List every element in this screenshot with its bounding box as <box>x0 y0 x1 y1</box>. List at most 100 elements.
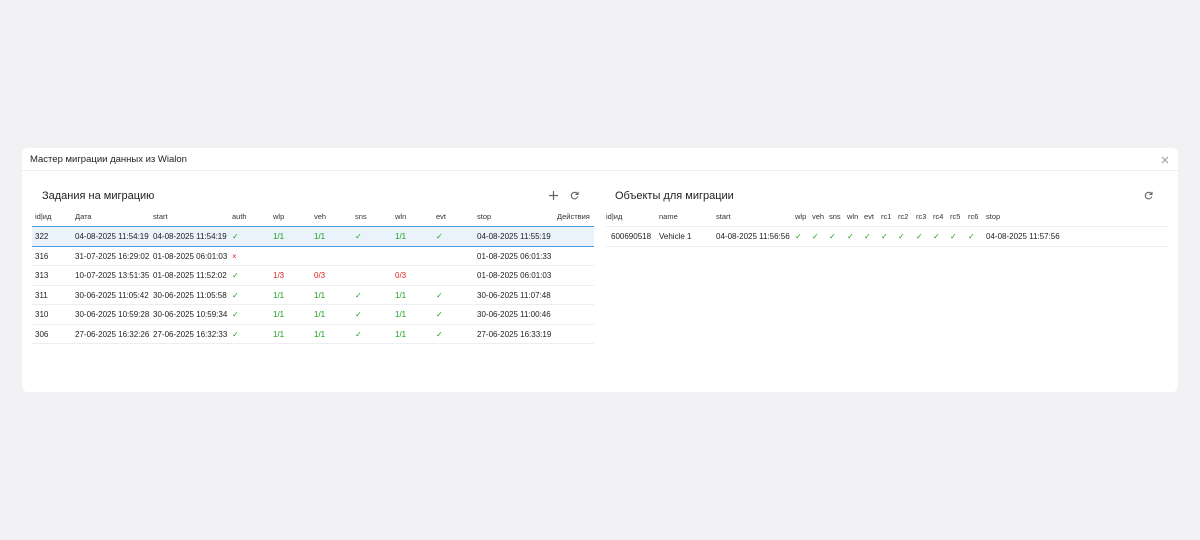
column-header: wln <box>847 212 859 221</box>
status-cell: 1/1 <box>273 232 285 241</box>
status-cell: ✓ <box>829 232 836 241</box>
row-line <box>32 265 594 266</box>
status-cell: 1/1 <box>273 329 285 339</box>
column-header: rc4 <box>933 212 944 221</box>
column-header: Дата <box>75 212 92 221</box>
cell: 10-07-2025 13:51:35 <box>75 271 150 280</box>
status-cell: ✓ <box>232 310 239 319</box>
status-cell: 0/3 <box>314 271 326 280</box>
status-cell: ✓ <box>812 232 819 241</box>
row-line <box>32 343 594 344</box>
column-header: rc3 <box>916 212 927 221</box>
cell: Vehicle 1 <box>659 232 692 241</box>
column-header: id|ид <box>35 212 52 221</box>
cell: 04-08-2025 11:54:19 <box>153 232 227 241</box>
status-cell: 1/1 <box>273 310 285 319</box>
status-cell: ✓ <box>232 271 239 280</box>
column-header: rc2 <box>898 212 909 221</box>
row-line <box>32 323 594 325</box>
cell: 316 <box>35 251 49 261</box>
status-cell: 1/1 <box>314 290 326 300</box>
status-cell: ✓ <box>436 329 443 339</box>
status-cell: ✓ <box>436 232 443 241</box>
column-header: veh <box>812 212 825 221</box>
status-cell: ✓ <box>968 232 975 241</box>
status-cell: ✓ <box>950 232 957 241</box>
tasks-title: Задания на миграцию <box>42 190 155 202</box>
status-cell: ✓ <box>355 232 362 241</box>
objects-title: Объекты для миграции <box>615 190 734 202</box>
status-cell: 1/1 <box>314 329 326 339</box>
refresh-button[interactable] <box>570 191 579 200</box>
column-header: sns <box>355 212 367 221</box>
dialog-title: Мастер миграции данных из Wialon <box>30 154 187 165</box>
cell: 30-06-2025 10:59:34 <box>153 310 228 319</box>
cell: 600690518 <box>611 232 652 241</box>
status-cell: × <box>232 251 237 261</box>
cell: 01-08-2025 06:01:03 <box>477 271 552 280</box>
column-header: id|ид <box>606 212 623 221</box>
cell: 30-06-2025 11:05:42 <box>75 290 149 300</box>
add-button[interactable] <box>549 191 558 200</box>
column-header: stop <box>986 212 1001 221</box>
row-line <box>32 284 594 286</box>
cell: 311 <box>35 290 48 300</box>
status-cell: 1/1 <box>314 310 326 319</box>
cell: 310 <box>35 310 49 319</box>
status-cell: ✓ <box>355 329 362 339</box>
status-cell: ✓ <box>933 232 940 241</box>
cell: 322 <box>35 232 49 241</box>
cell: 27-06-2025 16:32:26 <box>75 329 150 339</box>
column-header: sns <box>829 212 841 221</box>
cell: 01-08-2025 06:01:03 <box>153 251 228 261</box>
close-button[interactable] <box>1161 156 1169 164</box>
status-cell: 0/3 <box>395 271 407 280</box>
column-header: evt <box>436 212 447 221</box>
status-cell: 1/1 <box>395 290 407 300</box>
cell: 30-06-2025 11:05:58 <box>153 290 227 300</box>
column-header: start <box>716 212 731 221</box>
status-cell: ✓ <box>898 232 905 241</box>
cell: 30-06-2025 10:59:28 <box>75 310 150 319</box>
cell: 04-08-2025 11:54:19 <box>75 232 149 241</box>
cell: 27-06-2025 16:33:19 <box>477 329 552 339</box>
status-cell: ✓ <box>847 232 854 241</box>
cell: 04-08-2025 11:55:19 <box>477 232 551 241</box>
cell: 01-08-2025 11:52:02 <box>153 271 227 280</box>
cell: 31-07-2025 16:29:02 <box>75 251 150 261</box>
divider <box>22 170 1178 171</box>
column-header: start <box>153 212 168 221</box>
column-header: veh <box>314 212 327 221</box>
status-cell: ✓ <box>795 232 802 241</box>
tasks-table: id|ид Дата start auth wlp veh sns wln evt stop Дей… <box>32 207 594 347</box>
status-cell: ✓ <box>436 290 443 300</box>
status-cell: 1/1 <box>395 329 407 339</box>
status-cell: ✓ <box>355 310 362 319</box>
row-line <box>32 304 594 305</box>
objects-table: id|ид name start wlp veh sns wln evt rc1 rc2 rc3 rc… <box>606 207 1168 247</box>
status-cell: 1/1 <box>314 232 326 241</box>
status-cell: 1/3 <box>273 271 285 280</box>
cell: 04-08-2025 11:57:56 <box>986 232 1060 241</box>
dialog: Мастер миграции данных из Wialon Задания… <box>22 148 1178 392</box>
column-header: wlp <box>273 212 285 221</box>
status-cell: ✓ <box>355 290 362 300</box>
column-header: wln <box>395 212 407 221</box>
column-header: rc6 <box>968 212 979 221</box>
status-cell: ✓ <box>916 232 923 241</box>
status-cell: 1/1 <box>395 232 407 241</box>
status-cell: ✓ <box>232 232 239 241</box>
refresh-button[interactable] <box>1144 191 1153 200</box>
cell: 306 <box>35 329 49 339</box>
cell: 01-08-2025 06:01:33 <box>477 251 552 261</box>
status-cell: 1/1 <box>395 310 407 319</box>
table-row[interactable] <box>32 226 594 247</box>
status-cell: ✓ <box>436 310 443 319</box>
status-cell: ✓ <box>864 232 871 241</box>
column-header: Действия <box>557 212 590 221</box>
status-cell: ✓ <box>232 329 239 339</box>
column-header: rc5 <box>950 212 961 221</box>
status-cell: ✓ <box>881 232 888 241</box>
cell: 313 <box>35 271 49 280</box>
